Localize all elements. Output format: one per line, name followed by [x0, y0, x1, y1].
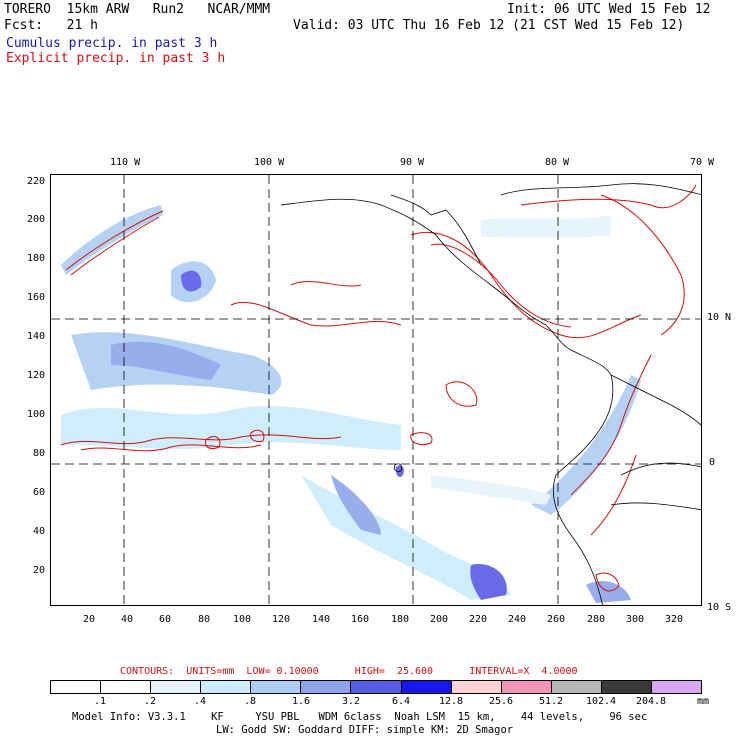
y-tick: 140 [26, 331, 45, 342]
cumulus-legend: Cumulus precip. in past 3 h [6, 36, 218, 51]
colorbar-label: .4 [193, 696, 207, 707]
color-swatch [201, 681, 252, 693]
lon-label: 100 W [254, 157, 285, 168]
lon-label: 80 W [545, 157, 570, 168]
color-swatch [351, 681, 402, 693]
color-swatch [501, 681, 552, 693]
x-tick: 200 [430, 614, 449, 625]
y-tick: 100 [26, 409, 45, 420]
x-tick: 280 [587, 614, 606, 625]
x-tick: 180 [391, 614, 410, 625]
color-swatch [451, 681, 502, 693]
lon-label: 110 W [110, 157, 141, 168]
y-tick: 120 [26, 370, 45, 381]
x-tick: 20 [83, 614, 96, 625]
x-tick: 300 [626, 614, 645, 625]
lon-label: 90 W [400, 157, 425, 168]
lat-label: 10 S [707, 602, 732, 613]
x-tick: 320 [665, 614, 684, 625]
color-swatch [551, 681, 602, 693]
color-swatch [601, 681, 652, 693]
y-tick: 20 [32, 565, 45, 576]
y-tick: 200 [26, 214, 45, 225]
colorbar-label: 102.4 [585, 696, 617, 707]
model-physics: LW: Godd SW: Goddard DIFF: simple KM: 2D… [216, 724, 514, 736]
y-tick: 160 [26, 292, 45, 303]
colorbar-label: .2 [143, 696, 157, 707]
colorbar-label: 204.8 [635, 696, 667, 707]
y-tick: 40 [32, 526, 45, 537]
x-tick: 140 [312, 614, 331, 625]
x-tick: 160 [351, 614, 370, 625]
model-title: TORERO 15km ARW Run2 NCAR/MMM [4, 2, 271, 17]
color-swatch [301, 681, 352, 693]
explicit-legend: Explicit precip. in past 3 h [6, 51, 226, 66]
lat-label: 10 N [707, 312, 732, 323]
map-graphics [51, 175, 701, 605]
precip-map [50, 174, 702, 606]
color-swatch [51, 681, 102, 693]
lat-label: 0 [709, 457, 716, 468]
colorbar-label: 3.2 [341, 696, 361, 707]
x-tick: 120 [272, 614, 291, 625]
x-tick: 240 [508, 614, 527, 625]
coastlines [280, 183, 701, 605]
x-tick: 100 [233, 614, 252, 625]
color-swatch [251, 681, 302, 693]
x-tick: 60 [159, 614, 172, 625]
contour-info: CONTOURS: UNITS=mm LOW= 0.10000 HIGH= 25… [120, 666, 578, 677]
colorbar-unit: mm [696, 696, 710, 707]
colorbar-label: 25.6 [488, 696, 514, 707]
color-bar [50, 680, 702, 694]
valid-time: Valid: 03 UTC Thu 16 Feb 12 (21 CST Wed … [293, 18, 685, 33]
forecast-hour: Fcst: 21 h [4, 18, 98, 33]
y-tick: 60 [32, 487, 45, 498]
colorbar-label: .8 [243, 696, 257, 707]
y-tick: 80 [32, 448, 45, 459]
y-tick: 180 [26, 253, 45, 264]
graticule [51, 175, 701, 605]
color-swatch [151, 681, 202, 693]
colorbar-label: 12.8 [438, 696, 464, 707]
model-info: Model Info: V3.3.1 KF YSU PBL WDM 6class… [72, 711, 648, 723]
colorbar-label: .1 [93, 696, 107, 707]
color-swatch [101, 681, 152, 693]
x-tick: 260 [547, 614, 566, 625]
lon-label: 70 W [690, 157, 715, 168]
x-tick: 220 [469, 614, 488, 625]
x-tick: 80 [198, 614, 211, 625]
colorbar-label: 6.4 [391, 696, 411, 707]
init-time: Init: 06 UTC Wed 15 Feb 12 [507, 2, 711, 17]
color-swatch [401, 681, 452, 693]
colorbar-label: 1.6 [291, 696, 311, 707]
color-swatch [651, 681, 702, 693]
x-tick: 40 [121, 614, 134, 625]
y-tick: 220 [26, 176, 45, 187]
colorbar-label: 51.2 [538, 696, 564, 707]
cumulus-precip-field [61, 205, 641, 603]
